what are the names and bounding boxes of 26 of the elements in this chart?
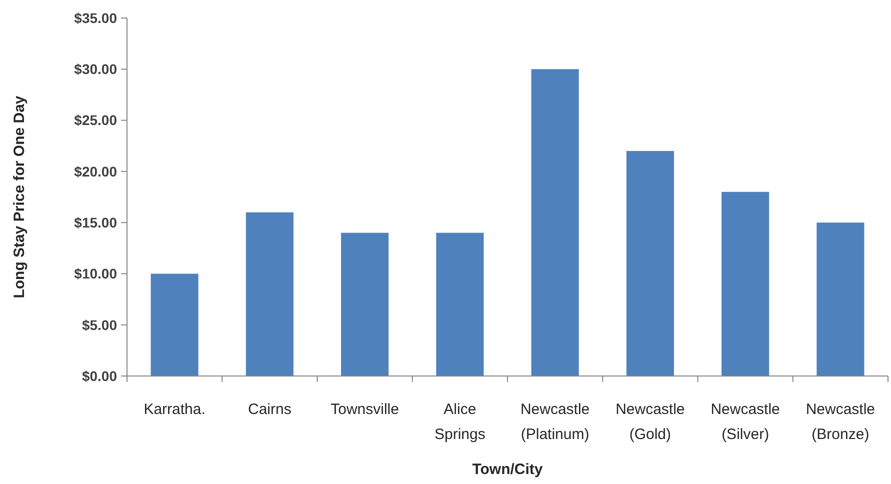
y-tick-label: $25.00	[74, 112, 118, 128]
y-tick-label: $15.00	[74, 214, 118, 230]
bar	[436, 232, 484, 376]
bar	[816, 222, 864, 376]
x-tick-label: Newcastle (Silver)	[710, 401, 780, 443]
y-tick-label: $5.00	[82, 316, 118, 333]
y-axis-title: Long Stay Price for One Day	[11, 95, 28, 298]
y-tick-label: $20.00	[74, 163, 118, 180]
y-tick-label: $0.00	[82, 368, 118, 384]
bar	[150, 274, 198, 376]
x-tick-label: Townsville	[330, 401, 399, 418]
bar	[341, 232, 389, 376]
x-tick-label: Cairns	[248, 401, 292, 418]
y-tick-label: $35.00	[74, 10, 118, 26]
x-tick-label: Newcastle (Gold)	[616, 401, 685, 443]
x-axis-title: Town/City	[472, 461, 544, 478]
x-tick-label: Alice Springs	[434, 401, 486, 443]
x-tick-label: Karratha.	[144, 401, 206, 418]
bar	[246, 212, 294, 376]
bar	[531, 69, 579, 376]
x-tick-label: Newcastle (Bronze)	[806, 401, 876, 443]
x-tick-label: Newcastle (Platinum)	[520, 401, 590, 443]
y-tick-label: $30.00	[74, 61, 118, 78]
y-tick-label: $10.00	[74, 266, 118, 282]
bar	[626, 150, 674, 376]
bar	[722, 192, 770, 376]
